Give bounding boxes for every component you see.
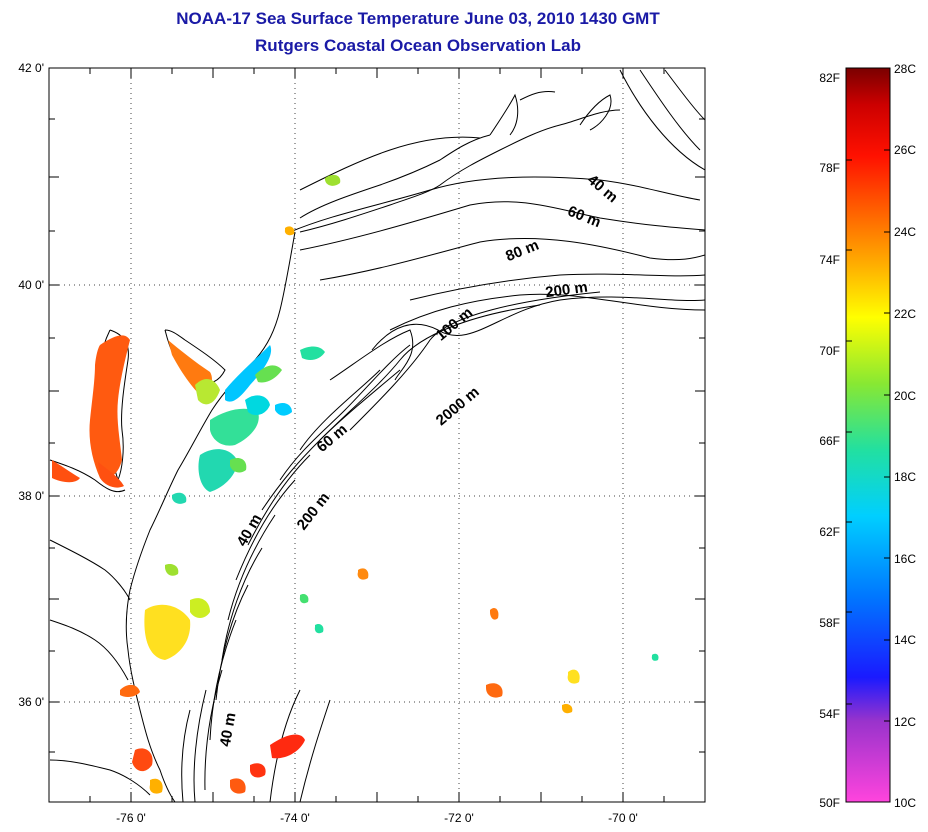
colorbar-celsius-labels: 28C 26C 24C 22C 20C 18C 16C 14C 12C 10C — [894, 62, 916, 810]
lat-label-42: 42 0' — [18, 61, 44, 75]
c-label-24: 24C — [894, 225, 916, 239]
f-label-70: 70F — [819, 344, 840, 358]
c-label-26: 26C — [894, 143, 916, 157]
lon-label-70: -70 0' — [608, 811, 638, 825]
map-ticks — [49, 67, 705, 802]
colorbar-fahrenheit-labels: 82F 78F 74F 70F 66F 62F 58F 54F 50F — [819, 71, 840, 810]
colorbar-ticks — [846, 67, 890, 722]
coastline — [49, 91, 621, 802]
colorbar — [845, 67, 891, 803]
lat-label-40: 40 0' — [18, 278, 44, 292]
lat-label-38: 38 0' — [18, 489, 44, 503]
map-subtitle: Rutgers Coastal Ocean Observation Lab — [255, 36, 581, 55]
c-label-20: 20C — [894, 389, 916, 403]
c-label-10: 10C — [894, 796, 916, 810]
f-label-82: 82F — [819, 71, 840, 85]
map-title: NOAA-17 Sea Surface Temperature June 03,… — [176, 9, 660, 28]
lon-label-74: -74 0' — [280, 811, 310, 825]
f-label-74: 74F — [819, 253, 840, 267]
f-label-58: 58F — [819, 616, 840, 630]
f-label-66: 66F — [819, 434, 840, 448]
bathymetry-contours — [181, 69, 705, 802]
longitude-labels: -76 0' -74 0' -72 0' -70 0' — [116, 811, 638, 825]
lon-label-72: -72 0' — [444, 811, 474, 825]
f-label-62: 62F — [819, 525, 840, 539]
lat-label-36: 36 0' — [18, 695, 44, 709]
lon-label-76: -76 0' — [116, 811, 146, 825]
sst-pixels — [52, 174, 659, 794]
c-label-18: 18C — [894, 470, 916, 484]
c-label-22: 22C — [894, 307, 916, 321]
depth-label-40m-south: 40 m — [217, 711, 240, 748]
f-label-50: 50F — [819, 796, 840, 810]
c-label-28: 28C — [894, 62, 916, 76]
map-frame — [48, 67, 706, 803]
f-label-54: 54F — [819, 707, 840, 721]
c-label-14: 14C — [894, 633, 916, 647]
latitude-labels: 42 0' 40 0' 38 0' 36 0' — [18, 61, 44, 709]
c-label-12: 12C — [894, 715, 916, 729]
c-label-16: 16C — [894, 552, 916, 566]
depth-label-200m-north: 200 m — [544, 279, 588, 302]
f-label-78: 78F — [819, 161, 840, 175]
